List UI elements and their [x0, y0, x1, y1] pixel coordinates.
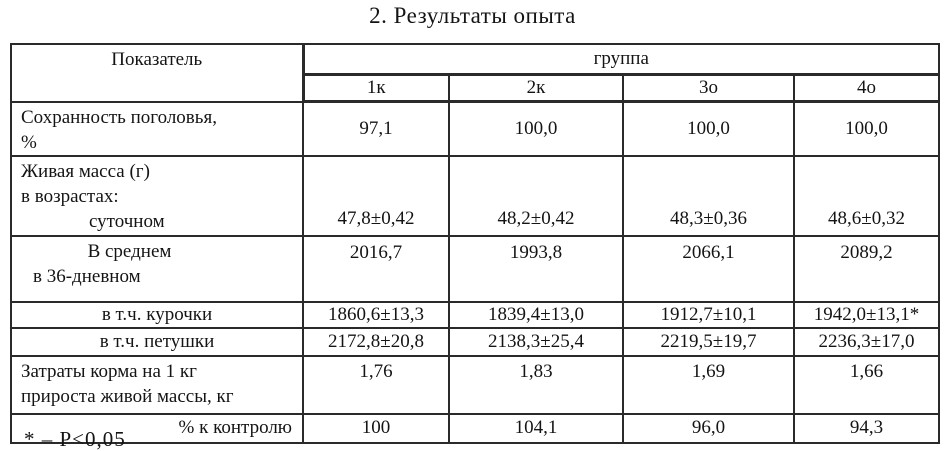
- table-row-survival: Сохранность поголовья, % 97,1 100,0 100,…: [10, 100, 940, 157]
- value-cell: 2138,3±25,4: [448, 326, 624, 357]
- table-title: 2. Результаты опыта: [369, 3, 576, 28]
- value-cell: 100,0: [622, 100, 795, 157]
- value-cell: 100: [302, 412, 450, 444]
- value-cell: 94,3: [793, 412, 940, 444]
- row-label-cell: % к контролю: [10, 412, 304, 444]
- row-label-line: Живая масса (г): [21, 160, 150, 182]
- value-cell: 1942,0±13,1*: [793, 300, 940, 329]
- value-cell: 48,3±0,36: [622, 154, 795, 237]
- row-label-cell: В среднем в 36-дневном: [10, 234, 304, 303]
- row-label-line: в 36-дневном: [33, 265, 141, 287]
- results-table: Показатель группа 1к 2к 3о 4о Сохранност…: [10, 43, 940, 444]
- significance-footnote: * – Р<0,05: [24, 427, 126, 451]
- value-cell: 48,6±0,32: [793, 154, 940, 237]
- value-cell: 2219,5±19,7: [622, 326, 795, 357]
- value-cell: 2089,2: [793, 234, 940, 303]
- row-label-cell: в т.ч. петушки: [10, 326, 304, 357]
- table-row-percent-to-control: % к контролю 100 104,1 96,0 94,3: [10, 412, 940, 444]
- row-label-cell: Живая масса (г) в возрастах: суточном: [10, 154, 304, 237]
- row-label-line: Сохранность поголовья,: [21, 106, 217, 128]
- table-row-average-36day: В среднем в 36-дневном 2016,7 1993,8 206…: [10, 234, 940, 303]
- header-group: группа: [302, 43, 940, 76]
- table-row-cocks: в т.ч. петушки 2172,8±20,8 2138,3±25,4 2…: [10, 326, 940, 357]
- row-label-cell: Сохранность поголовья, %: [10, 100, 304, 157]
- value-cell: 100,0: [448, 100, 624, 157]
- value-cell: 2016,7: [302, 234, 450, 303]
- value-cell: 1,69: [622, 354, 795, 415]
- value-cell: 104,1: [448, 412, 624, 444]
- header-col-2k: 2к: [448, 73, 624, 103]
- header-col-4o: 4о: [793, 73, 940, 103]
- value-cell: 1839,4±13,0: [448, 300, 624, 329]
- header-row-group: Показатель группа: [10, 43, 940, 103]
- row-label-cell: в т.ч. курочки: [10, 300, 304, 329]
- value-cell: 100,0: [793, 100, 940, 157]
- value-cell: 47,8±0,42: [302, 154, 450, 237]
- table-row-feed-costs: Затраты корма на 1 кг прироста живой мас…: [10, 354, 940, 415]
- row-label-line: суточном: [89, 210, 165, 232]
- value-cell: 1,76: [302, 354, 450, 415]
- row-label-line: Затраты корма на 1 кг: [21, 360, 197, 382]
- value-cell: 1860,6±13,3: [302, 300, 450, 329]
- header-col-3o: 3о: [622, 73, 795, 103]
- row-label-cell: Затраты корма на 1 кг прироста живой мас…: [10, 354, 304, 415]
- table-row-hens: в т.ч. курочки 1860,6±13,3 1839,4±13,0 1…: [10, 300, 940, 329]
- value-cell: 96,0: [622, 412, 795, 444]
- value-cell: 1,66: [793, 354, 940, 415]
- value-cell: 97,1: [302, 100, 450, 157]
- value-cell: 48,2±0,42: [448, 154, 624, 237]
- value-cell: 2236,3±17,0: [793, 326, 940, 357]
- row-label-line: %: [21, 131, 37, 153]
- value-cell: 1993,8: [448, 234, 624, 303]
- header-indicator: Показатель: [10, 43, 305, 103]
- row-label-line: В среднем: [87, 240, 172, 262]
- value-cell: 2066,1: [622, 234, 795, 303]
- value-cell: 2172,8±20,8: [302, 326, 450, 357]
- row-label-line: в возрастах:: [21, 185, 119, 207]
- table-row-live-mass: Живая масса (г) в возрастах: суточном 47…: [10, 154, 940, 237]
- row-label-line: прироста живой массы, кг: [21, 385, 234, 407]
- value-cell: 1,83: [448, 354, 624, 415]
- header-row-columns: 1к 2к 3о 4о: [11, 73, 940, 103]
- value-cell: 1912,7±10,1: [622, 300, 795, 329]
- header-col-1k: 1к: [302, 73, 450, 103]
